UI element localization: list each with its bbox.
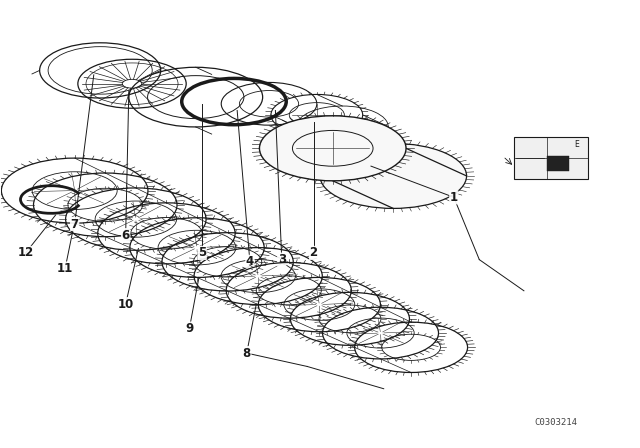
Ellipse shape [259,116,406,181]
Text: 5: 5 [198,246,206,259]
Text: 3: 3 [278,253,286,266]
Text: 12: 12 [17,246,34,259]
Ellipse shape [320,143,467,208]
Bar [547,156,570,171]
Text: 6: 6 [122,228,130,241]
Text: 9: 9 [185,322,193,335]
Text: 10: 10 [118,297,134,310]
Text: 2: 2 [310,246,317,259]
Text: 4: 4 [246,255,254,268]
Text: E: E [574,140,579,149]
Text: 7: 7 [70,217,79,231]
Text: 8: 8 [243,347,251,360]
Text: 1: 1 [450,191,458,204]
Text: C0303214: C0303214 [534,418,577,426]
Bar [515,137,588,180]
Text: 11: 11 [57,262,73,275]
